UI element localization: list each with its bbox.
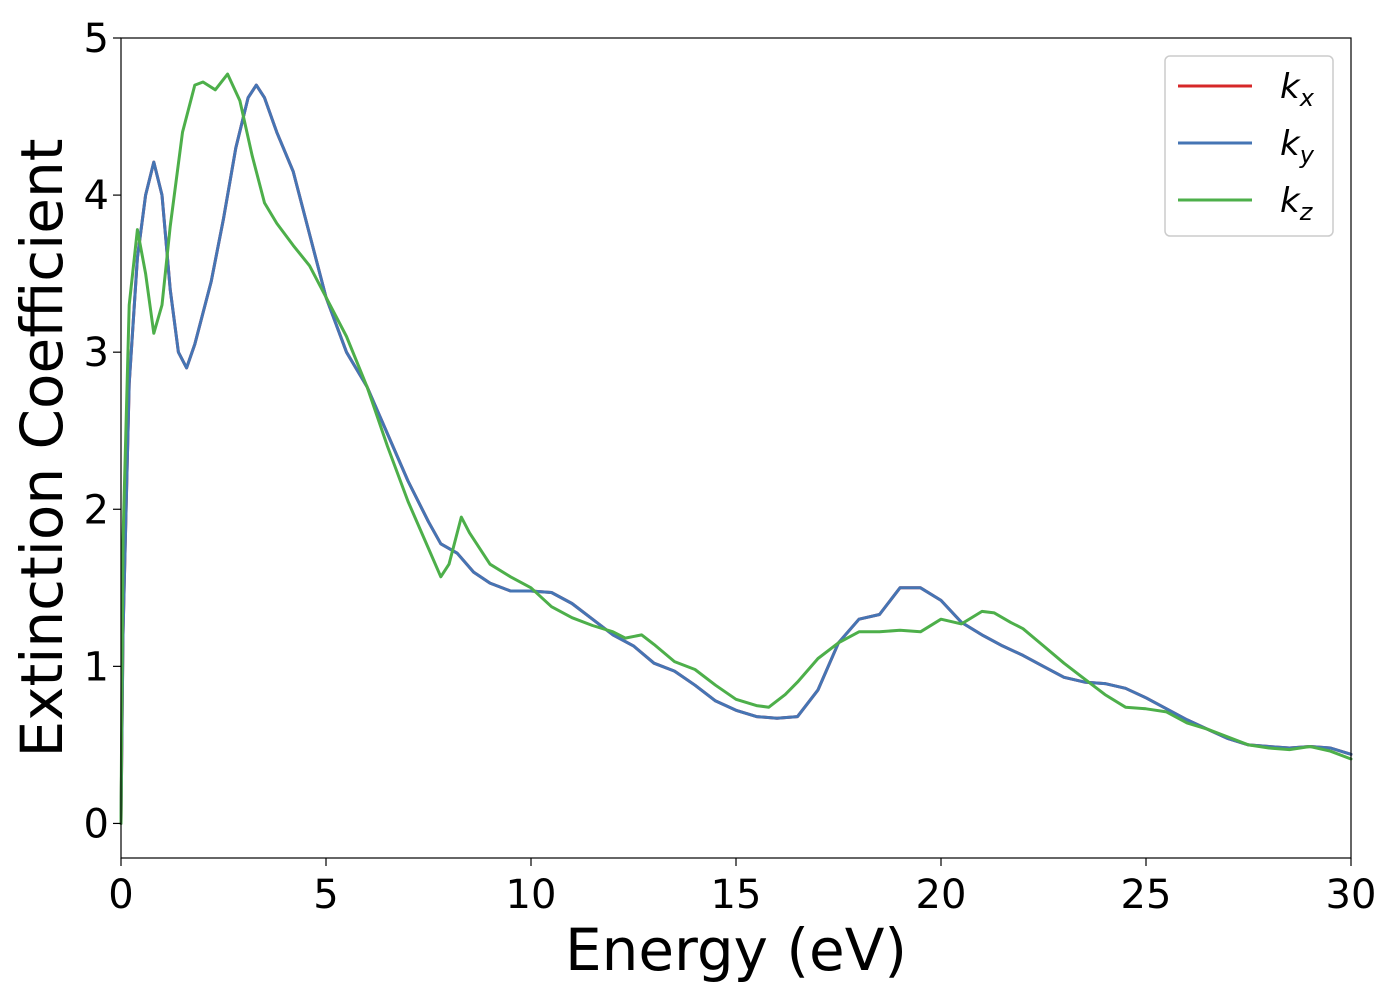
x-tick-label: 0 [108, 872, 133, 918]
y-tick-label: 2 [84, 487, 109, 533]
series-line-y [119, 83, 1353, 825]
y-tick-label: 5 [84, 16, 109, 62]
x-tick-label: 25 [1121, 872, 1172, 918]
x-tick-label: 30 [1326, 872, 1377, 918]
y-tick-label: 0 [84, 801, 109, 847]
ticks-layer: 0 5 10 15 20 25 30 0 1 2 3 4 5 [84, 16, 1377, 918]
y-tick-label: 3 [84, 330, 109, 376]
legend-label-x: kx [1280, 67, 1315, 112]
y-tick-label: 4 [84, 173, 109, 219]
legend-subscript-x: x [1299, 84, 1315, 112]
series-layer [119, 72, 1353, 825]
x-tick-label: 15 [711, 872, 762, 918]
x-tick-label: 20 [916, 872, 967, 918]
series-line-z [119, 72, 1353, 825]
x-axis-title: Energy (eV) [565, 916, 907, 984]
legend-subscript-z: z [1299, 198, 1314, 226]
legend-box [1164, 55, 1334, 237]
y-tick-label: 1 [84, 644, 109, 690]
x-tick-label: 5 [313, 872, 338, 918]
y-axis-title: Extinction Coefficient [8, 139, 76, 758]
legend-subscript-y: y [1299, 141, 1315, 169]
x-tick-label: 10 [506, 872, 557, 918]
